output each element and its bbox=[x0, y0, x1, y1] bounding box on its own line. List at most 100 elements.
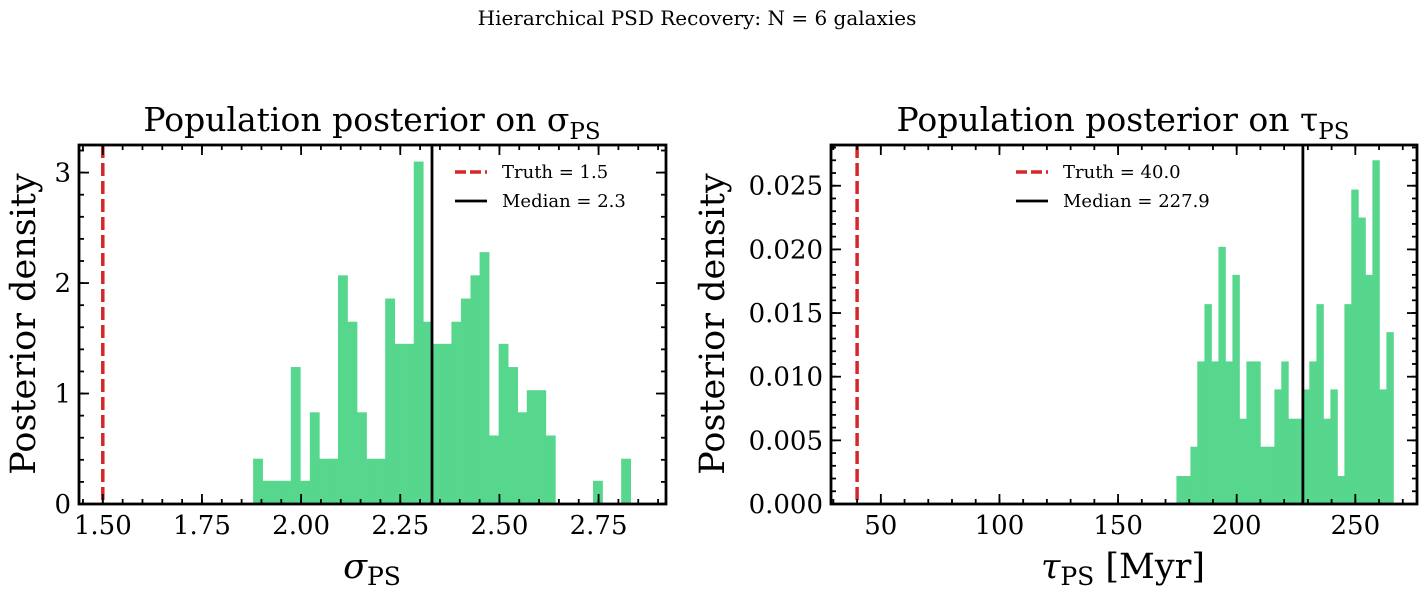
panel-sigma-xtick-label-4: 2.50 bbox=[470, 511, 528, 541]
panel-tau-xtick-label-1: 100 bbox=[975, 511, 1025, 541]
panel-sigma-xtick-label-1: 1.75 bbox=[173, 511, 231, 541]
panel-tau-xlabel-sub: PS bbox=[1060, 562, 1094, 591]
panel-sigma-bar-25 bbox=[489, 435, 499, 504]
panel-tau-bar-12 bbox=[1260, 446, 1268, 504]
panel-sigma-bar-1 bbox=[262, 480, 273, 504]
panel-tau-xtick-label-0: 50 bbox=[864, 511, 897, 541]
panel-tau-bar-25 bbox=[1351, 189, 1359, 504]
panel-sigma-bar-14 bbox=[385, 298, 396, 504]
panel-tau-xlabel: τPS [Myr] bbox=[1041, 547, 1205, 591]
panel-tau-bar-23 bbox=[1337, 475, 1345, 504]
panel-sigma-legend-truth-label: Truth = 1.5 bbox=[502, 162, 608, 183]
panel-sigma-xtick-label-3: 2.25 bbox=[371, 511, 429, 541]
panel-sigma-bar-6 bbox=[309, 412, 320, 504]
panel-sigma-bar-5 bbox=[300, 480, 311, 504]
panel-sigma-bar-33 bbox=[621, 458, 632, 504]
panel-sigma-bar-22 bbox=[460, 298, 471, 504]
panel-sigma-bar-29 bbox=[526, 390, 537, 504]
panel-sigma-bar-16 bbox=[404, 343, 415, 504]
panel-tau-histogram bbox=[1176, 160, 1394, 504]
panel-sigma-title-main: Population posterior on σ bbox=[143, 100, 569, 139]
panel-sigma-bar-8 bbox=[328, 458, 339, 504]
panel-sigma-bar-31 bbox=[545, 435, 556, 504]
panel-tau-bar-11 bbox=[1253, 361, 1261, 504]
panel-sigma-bar-4 bbox=[290, 367, 301, 504]
panel-tau-ylabel: Posterior density bbox=[693, 173, 733, 475]
panel-tau-frame bbox=[829, 143, 1419, 506]
panel-sigma-bar-24 bbox=[479, 252, 490, 504]
panel-tau-xtick-label-2: 150 bbox=[1093, 511, 1143, 541]
panel-tau-bar-9 bbox=[1239, 418, 1247, 504]
panel-tau-bar-6 bbox=[1218, 246, 1226, 504]
panel-tau-bar-13 bbox=[1267, 446, 1275, 504]
panel-sigma-bar-26 bbox=[498, 343, 509, 504]
panel-tau-ytick-label-3: 0.015 bbox=[749, 299, 823, 329]
panel-tau-bar-30 bbox=[1386, 332, 1394, 504]
panel-sigma-xtick-label-0: 1.50 bbox=[74, 511, 132, 541]
panel-tau-bar-26 bbox=[1358, 217, 1366, 504]
panel-tau-bar-10 bbox=[1246, 361, 1254, 504]
panel-tau-bar-20 bbox=[1316, 304, 1324, 504]
panel-tau-bar-27 bbox=[1365, 274, 1373, 504]
panel-sigma-title-sub: PS bbox=[569, 119, 600, 145]
panel-tau-bar-18 bbox=[1302, 389, 1310, 504]
panel-sigma-xlabel: σPS bbox=[343, 547, 401, 591]
panel-tau-legend-median-label: Median = 227.9 bbox=[1063, 191, 1210, 212]
panel-tau-title-main: Population posterior on τ bbox=[896, 100, 1318, 139]
panel-sigma-xtick-label-2: 2.00 bbox=[272, 511, 330, 541]
panel-sigma-bar-2 bbox=[272, 480, 282, 504]
panel-sigma-bar-15 bbox=[394, 343, 405, 504]
panel-tau-title: Population posterior on τPS bbox=[896, 100, 1349, 145]
panel-tau-ytick-label-1: 0.005 bbox=[749, 426, 823, 456]
panel-tau-bar-3 bbox=[1197, 361, 1205, 504]
panel-sigma-bar-17 bbox=[413, 161, 424, 504]
panel-sigma-xtick-label-5: 2.75 bbox=[570, 511, 628, 541]
panel-sigma-bar-30 bbox=[536, 390, 547, 504]
panel-sigma-ytick-label-3: 3 bbox=[54, 159, 71, 189]
panel-sigma-bar-11 bbox=[357, 412, 367, 504]
panel-tau-xlabel-main: τ bbox=[1041, 547, 1061, 587]
panel-sigma-legend-median-label: Median = 2.3 bbox=[502, 191, 626, 212]
figure-suptitle: Hierarchical PSD Recovery: N = 6 galaxie… bbox=[478, 6, 917, 30]
panel-sigma-bar-18 bbox=[423, 321, 434, 504]
panel-sigma-xlabel-main: σ bbox=[343, 547, 368, 587]
panel-tau-bar-15 bbox=[1281, 361, 1289, 504]
panel-tau-xlabel-suffix: [Myr] bbox=[1094, 547, 1205, 587]
panel-sigma-bar-10 bbox=[347, 321, 358, 504]
panel-sigma-ylabel: Posterior density bbox=[4, 173, 44, 475]
panel-tau-bar-28 bbox=[1372, 160, 1380, 504]
panel-tau-bar-5 bbox=[1211, 361, 1219, 504]
panel-sigma-legend: Truth = 1.5 Median = 2.3 bbox=[455, 162, 626, 212]
panel-tau-title-sub: PS bbox=[1318, 119, 1349, 145]
panel-tau-bar-21 bbox=[1323, 418, 1331, 504]
panel-tau-bar-7 bbox=[1225, 361, 1233, 504]
panel-tau-bar-19 bbox=[1309, 361, 1317, 504]
panel-tau-ytick-label-2: 0.010 bbox=[749, 363, 823, 393]
panel-sigma-title: Population posterior on σPS bbox=[143, 100, 600, 145]
panel-tau-ytick-label-5: 0.025 bbox=[749, 172, 823, 202]
panel-tau-bar-24 bbox=[1344, 304, 1352, 504]
panel-tau-xtick-label-3: 200 bbox=[1212, 511, 1262, 541]
panel-sigma-ytick-label-2: 2 bbox=[54, 269, 71, 299]
panel-tau-bar-4 bbox=[1204, 304, 1212, 504]
panel-tau-xtick-label-4: 250 bbox=[1330, 511, 1380, 541]
panel-sigma-xlabel-sub: PS bbox=[367, 562, 401, 591]
panel-tau-ytick-label-0: 0.000 bbox=[749, 490, 823, 520]
panel-sigma-bar-27 bbox=[508, 367, 518, 504]
panel-tau-ytick-label-4: 0.020 bbox=[749, 235, 823, 265]
panel-sigma: Population posterior on σPS 1.50 1.75 2.00… bbox=[4, 100, 668, 591]
panel-sigma-ytick-label-1: 1 bbox=[54, 380, 71, 410]
panel-tau-bar-2 bbox=[1190, 446, 1198, 504]
panel-sigma-bar-19 bbox=[432, 343, 443, 504]
panel-tau-legend-truth-label: Truth = 40.0 bbox=[1063, 162, 1181, 183]
panel-sigma-bar-23 bbox=[470, 275, 481, 504]
panel-sigma-histogram bbox=[253, 161, 632, 504]
panel-sigma-bar-9 bbox=[337, 275, 348, 504]
panel-sigma-frame bbox=[77, 143, 668, 506]
panel-sigma-bar-21 bbox=[451, 321, 462, 504]
panel-sigma-bar-28 bbox=[517, 412, 528, 504]
panel-sigma-bar-20 bbox=[441, 343, 452, 504]
panel-tau-bar-14 bbox=[1274, 389, 1282, 504]
panel-sigma-bar-12 bbox=[366, 458, 377, 504]
